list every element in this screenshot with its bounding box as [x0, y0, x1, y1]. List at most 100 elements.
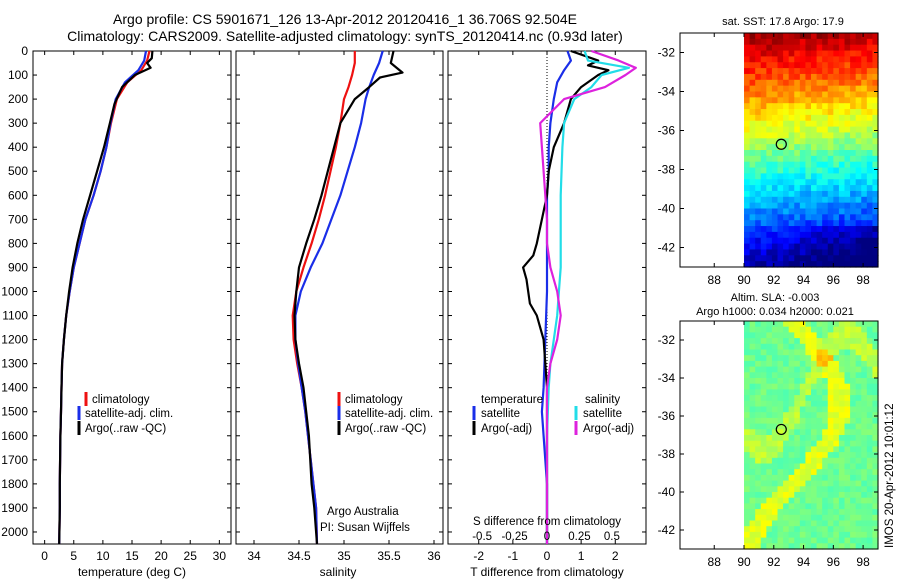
depth-tick-label: 1900	[1, 501, 28, 515]
map-cell	[850, 261, 857, 268]
map-cell	[799, 196, 807, 204]
map-cell	[861, 138, 868, 145]
map-cell	[755, 33, 762, 40]
map-x-tick-label: 90	[737, 273, 751, 287]
map-cell	[866, 497, 874, 504]
map-cell	[766, 62, 773, 69]
map-cell	[838, 338, 846, 345]
map-cell	[827, 497, 834, 504]
map-cell	[777, 231, 784, 239]
map-cell	[766, 185, 773, 192]
map-cell	[850, 526, 857, 533]
map-cell	[827, 173, 834, 180]
map-cell	[760, 114, 767, 122]
map-cell	[838, 492, 846, 499]
map-cell	[872, 214, 879, 221]
map-cell	[799, 321, 807, 328]
map-cell	[822, 150, 829, 157]
map-cell	[822, 480, 829, 487]
map-cell	[811, 520, 818, 527]
map-cell	[816, 109, 823, 116]
map-cell	[799, 349, 807, 356]
map-cell	[816, 497, 823, 504]
map-cell	[850, 208, 857, 215]
map-cell	[783, 395, 790, 402]
map-cell	[799, 406, 807, 413]
map-cell	[850, 109, 857, 116]
map-cell	[760, 103, 767, 110]
map-x-tick-label: 98	[856, 273, 870, 287]
map-cell	[794, 155, 801, 163]
map-cell	[799, 161, 807, 169]
map-cell	[755, 355, 762, 362]
map-cell	[755, 326, 762, 333]
map-cell	[866, 429, 874, 436]
map-cell	[766, 231, 773, 239]
sst-map-field	[744, 33, 879, 268]
map-cell	[788, 412, 795, 419]
map-cell	[811, 406, 818, 413]
map-cell	[827, 138, 834, 145]
map-cell	[855, 474, 862, 482]
map-cell	[827, 372, 834, 379]
x-tick-label: 30	[213, 549, 227, 563]
map-cell	[744, 173, 751, 180]
map-cell	[749, 79, 756, 87]
map-cell	[827, 429, 834, 436]
map-cell	[794, 255, 801, 262]
map-cell	[844, 378, 851, 385]
map-cell	[866, 243, 874, 251]
map-cell	[838, 343, 846, 351]
map-cell	[766, 520, 773, 527]
map-cell	[855, 120, 862, 128]
map-cell	[866, 38, 874, 46]
map-cell	[855, 537, 862, 544]
map-cell	[799, 190, 807, 198]
map-cell	[760, 526, 767, 533]
map-cell	[866, 531, 874, 539]
map-cell	[760, 85, 767, 93]
map-cell	[844, 531, 851, 539]
map-cell	[760, 91, 767, 98]
map-cell	[833, 62, 840, 69]
map-cell	[794, 486, 801, 493]
map-cell	[771, 400, 779, 408]
map-cell	[799, 243, 807, 251]
map-cell	[794, 332, 801, 339]
map-cell	[816, 395, 823, 402]
map-cell	[794, 378, 801, 385]
series-line-argo-raw-qc	[58, 50, 154, 545]
difference-series	[521, 49, 637, 544]
map-cell	[749, 360, 756, 368]
map-cell	[766, 321, 773, 328]
map-cell	[838, 237, 846, 245]
map-cell	[850, 56, 857, 63]
map-cell	[799, 231, 807, 239]
map-cell	[777, 126, 784, 134]
map-cell	[760, 389, 767, 396]
map-cell	[822, 543, 829, 550]
map-cell	[788, 383, 795, 390]
map-cell	[855, 56, 862, 63]
map-cell	[855, 132, 862, 139]
map-cell	[783, 33, 790, 40]
map-cell	[760, 343, 767, 351]
map-cell	[855, 150, 862, 157]
map-cell	[816, 326, 823, 333]
map-cell	[805, 33, 812, 40]
map-cell	[783, 366, 790, 373]
map-cell	[755, 237, 762, 245]
map-cell	[811, 355, 818, 362]
map-cell	[844, 503, 851, 510]
map-cell	[855, 531, 862, 539]
x-tick-label: 0	[544, 549, 551, 563]
map-cell	[855, 190, 862, 198]
map-cell	[861, 231, 868, 239]
map-cell	[771, 255, 779, 262]
map-cell	[844, 332, 851, 339]
map-cell	[771, 179, 779, 186]
map-cell	[827, 114, 834, 122]
map-cell	[822, 226, 829, 233]
map-cell	[799, 38, 807, 46]
map-cell	[749, 417, 756, 425]
